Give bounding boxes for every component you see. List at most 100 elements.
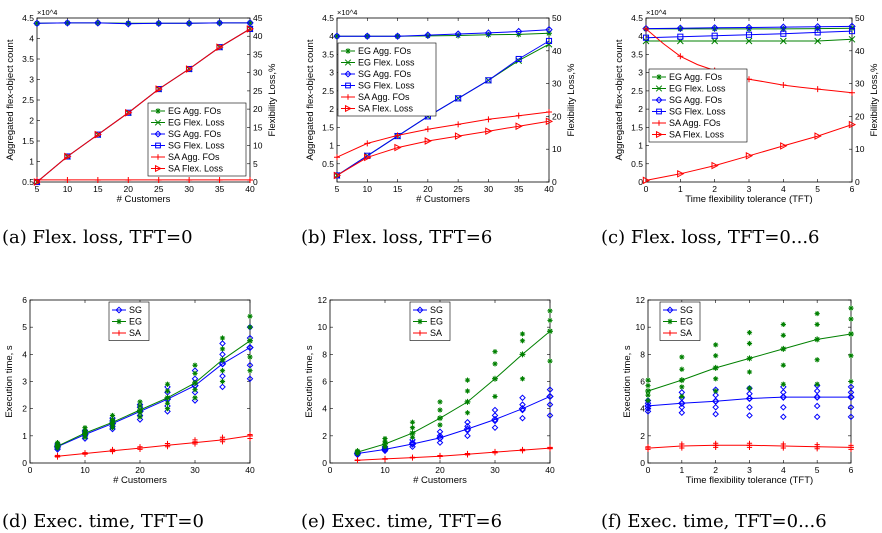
series-eg bbox=[354, 308, 553, 457]
data-point bbox=[364, 140, 371, 147]
data-point bbox=[125, 176, 132, 183]
scatter-point bbox=[679, 384, 685, 390]
scatter-point bbox=[492, 349, 498, 355]
scatter-point bbox=[847, 389, 855, 396]
x-tick-label: 30 bbox=[490, 465, 500, 475]
x-tick-label: 6 bbox=[849, 465, 854, 475]
data-point bbox=[137, 445, 143, 452]
scatter-point bbox=[491, 412, 499, 419]
y-tick-label: 1.5 bbox=[631, 122, 643, 132]
legend-marker bbox=[344, 104, 352, 113]
scatter-point bbox=[519, 376, 526, 382]
data-point bbox=[82, 450, 88, 457]
y-tick-label: 4.5 bbox=[22, 13, 34, 23]
legend-label: SA Agg. FOs bbox=[358, 92, 410, 102]
data-point bbox=[455, 32, 462, 39]
series-line bbox=[647, 396, 851, 407]
caption-f: (f) Exec. time, TFT=0...6 bbox=[601, 511, 827, 532]
data-point bbox=[94, 19, 102, 27]
data-point bbox=[642, 37, 650, 45]
legend-marker bbox=[154, 164, 162, 173]
scatter-point bbox=[746, 330, 753, 336]
data-point bbox=[216, 176, 223, 183]
y-tick-label: 4 bbox=[640, 404, 645, 414]
x-tick-label: 15 bbox=[393, 184, 403, 194]
scatter-point bbox=[713, 342, 719, 348]
series-sa bbox=[354, 444, 553, 464]
data-point bbox=[125, 108, 133, 117]
legend-marker bbox=[655, 96, 663, 104]
data-point bbox=[94, 130, 102, 139]
legend-label: SA Flex. Loss bbox=[168, 164, 224, 174]
data-point bbox=[546, 109, 552, 116]
y-tick-label: 4 bbox=[29, 34, 34, 44]
legend-label: SG bbox=[129, 305, 142, 315]
legend-marker bbox=[344, 70, 352, 78]
data-point bbox=[82, 430, 88, 437]
legend-label: EG Agg. FOs bbox=[669, 72, 723, 82]
y-tick-label: 0 bbox=[22, 458, 27, 468]
chart-c: 0 1 2 3 4 5 600.511.522.533.544.501020304050Ti… bbox=[614, 8, 880, 205]
series-line bbox=[336, 111, 550, 158]
data-point bbox=[813, 393, 821, 401]
series-sa-flex-loss bbox=[33, 25, 255, 186]
y-tick-label: 1 bbox=[638, 141, 643, 151]
series-eg bbox=[645, 305, 854, 404]
y-tick-label: 10 bbox=[318, 322, 328, 332]
data-point bbox=[814, 37, 822, 45]
scatter-point bbox=[437, 399, 443, 405]
x-tick-label: 0 bbox=[646, 465, 651, 475]
y-multiplier: ×10^4 bbox=[646, 8, 666, 17]
y2-tick-label: 45 bbox=[253, 13, 263, 23]
x-tick-label: 30 bbox=[184, 184, 194, 194]
data-point bbox=[33, 178, 42, 186]
data-point bbox=[247, 176, 253, 183]
legend-label: EG Flex. Loss bbox=[358, 58, 415, 68]
scatter-point bbox=[219, 346, 226, 352]
data-point bbox=[814, 86, 821, 93]
data-point bbox=[515, 27, 523, 36]
x-tick-label: 35 bbox=[215, 184, 225, 194]
series-line bbox=[336, 120, 550, 176]
scatter-point bbox=[780, 404, 787, 411]
data-point bbox=[780, 443, 787, 450]
data-point bbox=[155, 85, 163, 93]
series-line bbox=[336, 40, 550, 176]
scatter-point bbox=[137, 399, 143, 405]
series-sg-flex-loss bbox=[642, 28, 856, 41]
x-tick-label: 1 bbox=[678, 184, 683, 194]
x-tick-label: 10 bbox=[363, 184, 373, 194]
data-point bbox=[137, 407, 143, 414]
scatter-point bbox=[192, 362, 198, 368]
data-point bbox=[364, 153, 372, 162]
data-point bbox=[645, 388, 651, 395]
data-point bbox=[382, 455, 388, 462]
scatter-point bbox=[814, 321, 820, 328]
series-sg-agg-fos bbox=[642, 22, 856, 33]
legend-label: SG Agg. FOs bbox=[358, 69, 412, 79]
data-point bbox=[711, 25, 718, 32]
y2-tick-label: 25 bbox=[253, 86, 263, 96]
scatter-point bbox=[164, 388, 171, 394]
y2-axis-label: Flexibility Loss,% bbox=[566, 63, 577, 136]
scatter-point bbox=[409, 434, 416, 440]
legend-label: SA bbox=[129, 328, 141, 338]
x-tick-label: 5 bbox=[335, 184, 340, 194]
data-point bbox=[454, 132, 463, 140]
legend-marker bbox=[667, 330, 673, 336]
data-point bbox=[33, 19, 41, 28]
y-tick-label: 6 bbox=[322, 377, 327, 387]
y-axis-label: Aggregated flex-object count bbox=[305, 39, 316, 160]
data-point bbox=[394, 143, 402, 152]
data-point bbox=[645, 445, 651, 452]
scatter-point bbox=[409, 419, 416, 425]
y2-tick-label: 0 bbox=[552, 177, 557, 187]
y2-tick-label: 15 bbox=[253, 122, 263, 132]
chart-e: 0 10 20 30 40 0 2 4 6 8 10 12 # Customers Execution t… bbox=[304, 295, 555, 486]
data-point bbox=[218, 360, 227, 368]
data-point bbox=[492, 375, 498, 382]
data-point bbox=[677, 169, 685, 178]
scatter-point bbox=[219, 378, 226, 385]
